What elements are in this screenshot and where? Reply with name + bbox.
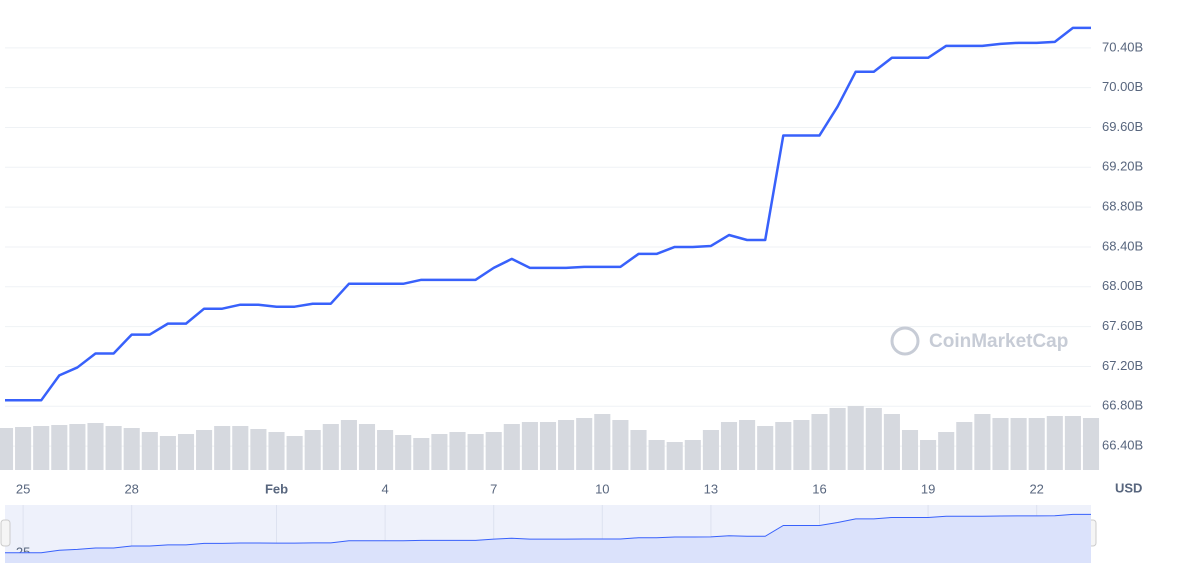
volume-bar [702, 430, 719, 470]
y-tick-label: 67.60B [1102, 318, 1143, 333]
y-tick-label: 68.40B [1102, 238, 1143, 253]
volume-bar [467, 434, 484, 470]
volume-bar [1046, 416, 1063, 470]
volume-bar [105, 426, 122, 470]
volume-bar [757, 426, 774, 470]
x-tick-label: 25 [16, 481, 30, 496]
watermark-logo [890, 326, 920, 356]
volume-bar [51, 425, 68, 470]
y-tick-label: 67.20B [1102, 358, 1143, 373]
volume-bar [539, 422, 557, 470]
volume-bar [15, 427, 32, 470]
volume-bar [883, 414, 900, 470]
price-line [5, 26, 1091, 402]
volume-bar [33, 426, 50, 470]
volume-bar [395, 435, 412, 470]
volume-bar [141, 432, 158, 470]
volume-bar [775, 422, 792, 470]
volume-bar [358, 424, 376, 470]
volume-bar [847, 406, 864, 470]
volume-bar [992, 418, 1009, 470]
y-tick-label: 70.40B [1102, 39, 1143, 54]
x-tick-label: 10 [595, 481, 609, 496]
volume-bar [920, 440, 937, 470]
x-tick-label: 7 [490, 481, 497, 496]
volume-bar [69, 424, 86, 470]
volume-bar [558, 420, 575, 470]
volume-bar [123, 428, 140, 470]
volume-bar [865, 408, 882, 470]
y-tick-label: 68.00B [1102, 278, 1143, 293]
volume-bar [811, 414, 828, 470]
y-tick-label: 70.00B [1102, 79, 1143, 94]
volume-bar [413, 438, 430, 470]
y-tick-label: 66.80B [1102, 398, 1143, 413]
volume-bar [829, 408, 846, 470]
volume-bar [159, 436, 176, 470]
volume-bar [630, 430, 647, 470]
volume-bar [1064, 416, 1081, 470]
watermark: CoinMarketCap [890, 326, 1068, 356]
navigator-line [5, 513, 1091, 554]
watermark-text: CoinMarketCap [929, 331, 1068, 352]
volume-bar [431, 434, 448, 470]
volume-bar [377, 430, 394, 470]
volume-bar [286, 436, 303, 470]
x-tick-label: 16 [812, 481, 826, 496]
navigator-handle[interactable] [0, 519, 11, 547]
volume-bar [1028, 418, 1045, 470]
volume-bar [250, 429, 267, 470]
volume-bar [739, 420, 756, 470]
volume-bar [232, 426, 249, 470]
x-tick-label: 28 [124, 481, 138, 496]
volume-bar [901, 430, 919, 470]
volume-bar [974, 414, 991, 470]
volume-bar [594, 414, 611, 470]
volume-bar [720, 422, 738, 470]
x-tick-label: 22 [1029, 481, 1043, 496]
volume-bar [503, 424, 520, 470]
x-tick-label: 13 [704, 481, 718, 496]
volume-bar [304, 430, 321, 470]
volume-bar [612, 420, 629, 470]
volume-bar [576, 418, 593, 470]
volume-bar [485, 432, 502, 470]
volume-bar [268, 432, 285, 470]
volume-bar [521, 422, 538, 470]
volume-bar [449, 432, 466, 470]
volume-bar [196, 430, 213, 470]
x-tick-label: 4 [381, 481, 388, 496]
volume-bar [0, 428, 14, 470]
y-tick-label: 69.60B [1102, 119, 1143, 134]
x-tick-label: Feb [265, 481, 288, 496]
y-tick-label: 69.20B [1102, 159, 1143, 174]
volume-bar [684, 440, 701, 470]
volume-bar [214, 426, 231, 470]
volume-bar [648, 440, 665, 470]
y-tick-label: 68.80B [1102, 199, 1143, 214]
volume-bar [1082, 418, 1100, 470]
volume-bar [938, 432, 955, 470]
y-tick-label: 66.40B [1102, 438, 1143, 453]
y-axis-unit: USD [1115, 480, 1142, 495]
volume-bar [177, 434, 195, 470]
volume-bar [322, 424, 339, 470]
volume-bar [793, 420, 810, 470]
volume-bar [87, 423, 104, 470]
volume-bar [956, 422, 973, 470]
navigator-area [5, 514, 1091, 563]
volume-bar [1010, 418, 1027, 470]
x-tick-label: 19 [921, 481, 935, 496]
volume-bar [340, 420, 357, 470]
volume-bar [666, 442, 683, 470]
